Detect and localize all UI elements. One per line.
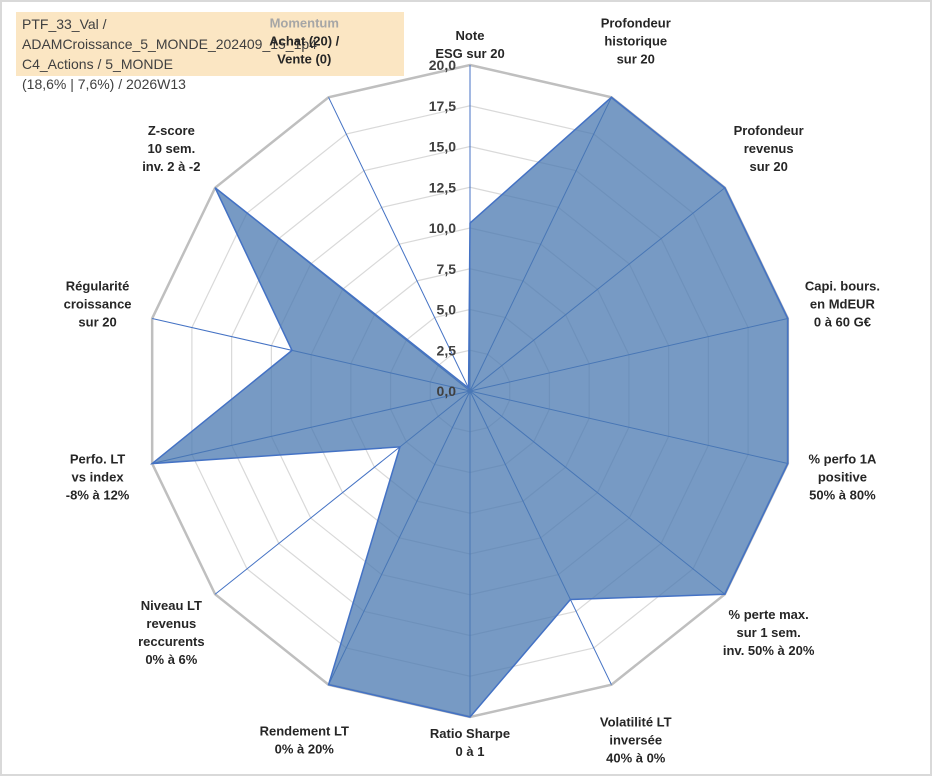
category-label-9-line-0: Niveau LT bbox=[141, 598, 202, 613]
category-label-13-line-1: Achat (20) / bbox=[269, 33, 339, 48]
category-label-9: Niveau LT revenus reccurents 0% à 6% bbox=[138, 598, 204, 667]
category-label-6-line-0: Volatilité LT bbox=[600, 715, 672, 730]
category-label-12: Z-score 10 sem. inv. 2 à -2 bbox=[142, 123, 200, 174]
category-label-8-line-1: 0% à 20% bbox=[275, 742, 335, 757]
category-label-1: Profondeur historique sur 20 bbox=[601, 15, 671, 66]
category-label-8: Rendement LT 0% à 20% bbox=[260, 724, 349, 757]
category-label-1-line-1: historique bbox=[604, 33, 667, 48]
category-label-6: Volatilité LT inversée 40% à 0% bbox=[600, 715, 672, 766]
spoke-13 bbox=[328, 97, 471, 392]
category-label-6-line-1: inversée bbox=[609, 733, 662, 748]
category-label-6-line-2: 40% à 0% bbox=[606, 751, 666, 766]
category-label-4: % perfo 1A positive 50% à 80% bbox=[808, 451, 877, 502]
category-label-4-line-1: positive bbox=[818, 469, 867, 484]
series-layer bbox=[149, 96, 789, 718]
category-label-3-line-2: 0 à 60 G€ bbox=[814, 315, 871, 330]
category-label-2-line-0: Profondeur bbox=[734, 123, 804, 138]
category-label-4-line-2: 50% à 80% bbox=[809, 487, 876, 502]
category-label-3: Capi. bours. en MdEUR 0 à 60 G€ bbox=[805, 279, 880, 330]
category-label-5: % perte max. sur 1 sem. inv. 50% à 20% bbox=[723, 607, 815, 658]
performance-week: (18,6% | 7,6%) / 2026W13 bbox=[22, 76, 186, 92]
category-label-12-line-1: 10 sem. bbox=[147, 141, 195, 156]
category-label-10: Perfo. LT vs index -8% à 12% bbox=[66, 451, 130, 502]
tick-label-3: 7,5 bbox=[437, 261, 457, 277]
category-label-9-line-3: 0% à 6% bbox=[145, 652, 197, 667]
portfolio-name: PTF_33_Val / ADAMCroissance_5_MONDE_2024… bbox=[22, 16, 317, 52]
category-label-11-line-0: Régularité bbox=[66, 279, 130, 294]
category-label-5-line-2: inv. 50% à 20% bbox=[723, 643, 815, 658]
category-label-7: Ratio Sharpe 0 à 1 bbox=[430, 726, 510, 759]
category-label-3-line-0: Capi. bours. bbox=[805, 279, 880, 294]
tick-label-2: 5,0 bbox=[437, 302, 457, 318]
category-label-7-line-0: Ratio Sharpe bbox=[430, 726, 510, 741]
category-label-0-line-0: Note bbox=[456, 28, 485, 43]
category-label-11-line-2: sur 20 bbox=[78, 315, 116, 330]
category-label-13: Momentum Achat (20) / Vente (0) bbox=[269, 15, 339, 66]
series-area-0 bbox=[149, 96, 789, 718]
category-labels: Note ESG sur 20 Profondeur historique sur 20… bbox=[64, 15, 880, 765]
tick-label-4: 10,0 bbox=[429, 220, 456, 236]
category-label-1-line-0: Profondeur bbox=[601, 15, 671, 30]
category-label-8-line-0: Rendement LT bbox=[260, 724, 349, 739]
category-label-13-line-0: Momentum bbox=[270, 15, 339, 30]
category-label-12-line-0: Z-score bbox=[148, 123, 195, 138]
category-label-9-line-1: revenus bbox=[146, 616, 196, 631]
tick-label-0: 0,0 bbox=[437, 383, 457, 399]
tick-label-8: 20,0 bbox=[429, 57, 456, 73]
category-label-5-line-0: % perte max. bbox=[729, 607, 809, 622]
category-label-0: Note ESG sur 20 bbox=[435, 28, 504, 61]
tick-label-1: 2,5 bbox=[437, 342, 457, 358]
category-label-1-line-2: sur 20 bbox=[617, 51, 655, 66]
category-label-5-line-1: sur 1 sem. bbox=[736, 625, 800, 640]
portfolio-info-box: PTF_33_Val / ADAMCroissance_5_MONDE_2024… bbox=[16, 12, 404, 92]
category-label-10-line-2: -8% à 12% bbox=[66, 487, 130, 502]
tick-label-5: 12,5 bbox=[429, 179, 456, 195]
category-label-9-line-2: reccurents bbox=[138, 634, 204, 649]
category-label-10-line-0: Perfo. LT bbox=[70, 451, 125, 466]
category-label-12-line-2: inv. 2 à -2 bbox=[142, 159, 200, 174]
category-label-10-line-1: vs index bbox=[72, 469, 125, 484]
category-label-7-line-1: 0 à 1 bbox=[456, 744, 485, 759]
category-label-11: Régularité croissance sur 20 bbox=[64, 279, 132, 330]
radial-axis-ticks: 0,0 2,5 5,0 7,5 10,0 12,5 15,0 17,5 20,0 bbox=[429, 57, 456, 399]
category-label-3-line-1: en MdEUR bbox=[810, 297, 876, 312]
asset-class: C4_Actions / 5_MONDE bbox=[22, 56, 173, 72]
category-label-2: Profondeur revenus sur 20 bbox=[734, 123, 804, 174]
tick-label-6: 15,0 bbox=[429, 139, 456, 155]
category-label-13-line-2: Vente (0) bbox=[277, 51, 331, 66]
category-label-2-line-1: revenus bbox=[744, 141, 794, 156]
category-label-4-line-0: % perfo 1A bbox=[808, 451, 877, 466]
category-label-2-line-2: sur 20 bbox=[750, 159, 788, 174]
category-label-11-line-1: croissance bbox=[64, 297, 132, 312]
category-label-0-line-1: ESG sur 20 bbox=[435, 46, 504, 61]
tick-label-7: 17,5 bbox=[429, 98, 456, 114]
